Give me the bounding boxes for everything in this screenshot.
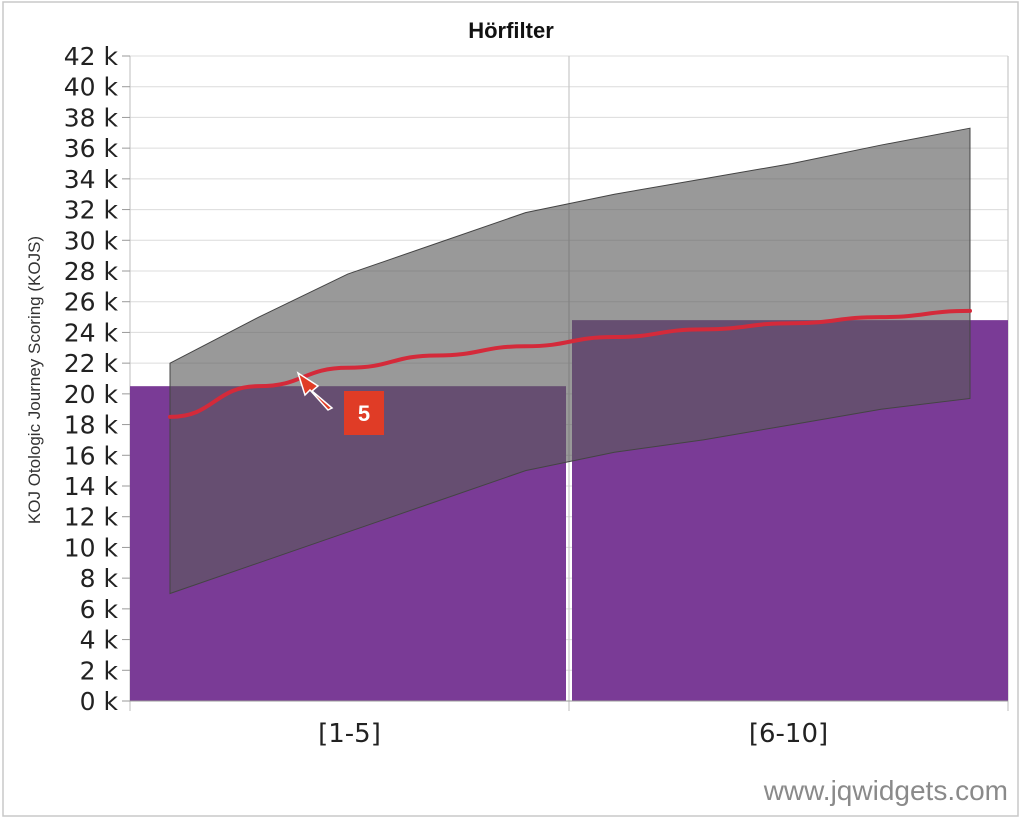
axis-layer: 0 k2 k4 k6 k8 k10 k12 k14 k16 k18 k20 k2… xyxy=(64,42,1008,749)
y-tick-label-0: 0 k xyxy=(80,687,119,716)
y-tick-label-20000: 20 k xyxy=(64,380,119,409)
x-tick-label-0: [1-5] xyxy=(318,719,381,749)
y-tick-label-38000: 38 k xyxy=(64,103,119,132)
annotation-badge xyxy=(344,391,384,435)
y-tick-label-22000: 22 k xyxy=(64,349,119,378)
range-layer xyxy=(169,127,971,595)
chart-title: Hörfilter xyxy=(468,18,554,43)
y-tick-label-16000: 16 k xyxy=(64,441,119,470)
y-tick-label-18000: 18 k xyxy=(64,411,119,440)
y-tick-label-28000: 28 k xyxy=(64,257,119,286)
line-layer xyxy=(168,308,972,419)
y-axis-label: KOJ Otologic Journey Scoring (KOJS) xyxy=(25,236,44,524)
trend-line xyxy=(168,308,972,419)
y-tick-label-14000: 14 k xyxy=(64,472,119,501)
y-tick-label-2000: 2 k xyxy=(80,656,119,685)
y-tick-label-10000: 10 k xyxy=(64,533,119,562)
y-tick-label-36000: 36 k xyxy=(64,134,119,163)
y-tick-label-32000: 32 k xyxy=(64,196,119,225)
annotation-label: 5 xyxy=(358,401,370,426)
y-tick-label-4000: 4 k xyxy=(80,626,119,655)
annotation-arrow xyxy=(296,371,334,411)
y-tick-label-40000: 40 k xyxy=(64,73,119,102)
y-tick-label-6000: 6 k xyxy=(80,595,119,624)
y-tick-label-30000: 30 k xyxy=(64,226,119,255)
y-tick-label-42000: 42 k xyxy=(64,42,119,71)
x-tick-label-1: [6-10] xyxy=(749,719,828,749)
annotation-layer: 5 xyxy=(296,371,384,435)
watermark: www.jqwidgets.com xyxy=(763,775,1008,806)
y-tick-label-24000: 24 k xyxy=(64,318,119,347)
y-tick-label-8000: 8 k xyxy=(80,564,119,593)
y-tick-label-34000: 34 k xyxy=(64,165,119,194)
y-tick-label-12000: 12 k xyxy=(64,503,119,532)
range-area xyxy=(169,127,971,595)
y-tick-label-26000: 26 k xyxy=(64,288,119,317)
